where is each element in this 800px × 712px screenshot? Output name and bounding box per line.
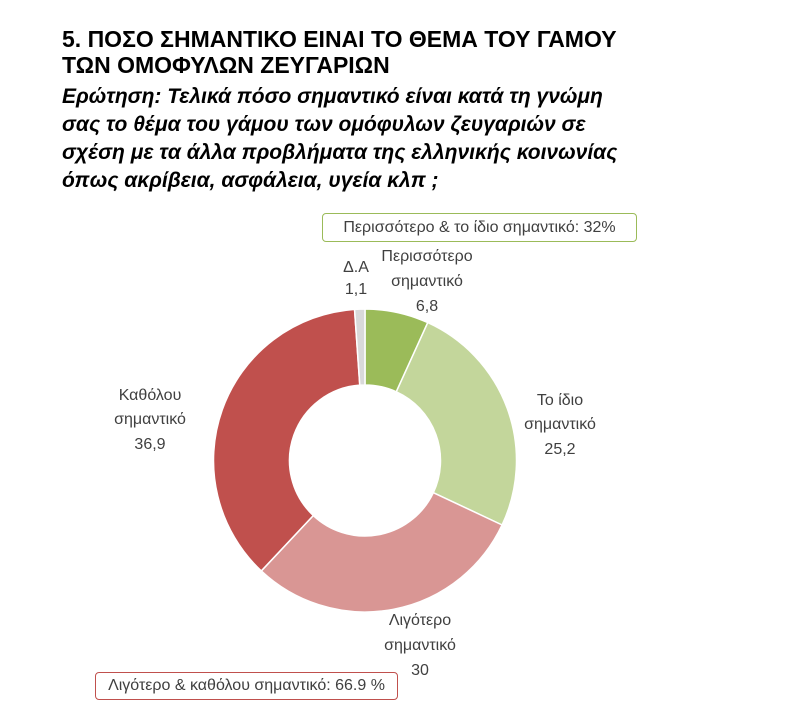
summary-box-more-or-same: Περισσότερο & το ίδιο σημαντικό: 32% xyxy=(322,213,637,242)
category-label-no-answer: Δ.Α xyxy=(343,259,369,276)
category-label-more-important: Περισσότερο σημαντικό xyxy=(381,247,473,290)
slice-label-less-important: Λιγότερο σημαντικό 30 xyxy=(366,608,474,683)
data-label-less-important: 30 xyxy=(411,661,429,679)
title-line: 5. ΠΟΣΟ ΣΗΜΑΝΤΙΚΟ ΕΙΝΑΙ ΤΟ ΘΕΜΑ ΤΟΥ ΓΑΜΟ… xyxy=(62,26,617,52)
slice-no-answer xyxy=(353,308,366,386)
summary-box-less-or-none: Λιγότερο & καθόλου σημαντικό: 66.9 % xyxy=(95,672,398,700)
data-label-not-important: 36,9 xyxy=(134,435,166,453)
summary-text: Περισσότερο & το ίδιο σημαντικό: 32% xyxy=(343,218,616,236)
question-line: σας το θέμα του γάμου των ομόφυλων ζευγα… xyxy=(62,113,586,136)
page-title: 5. ΠΟΣΟ ΣΗΜΑΝΤΙΚΟ ΕΙΝΑΙ ΤΟ ΘΕΜΑ ΤΟΥ ΓΑΜΟ… xyxy=(62,26,617,78)
category-label-less-important: Λιγότερο σημαντικό xyxy=(384,611,456,654)
slice-not-important xyxy=(212,308,361,572)
category-label-not-important: Καθόλου σημαντικό xyxy=(114,386,186,429)
question-line: όπως ακρίβεια, ασφάλεια, υγεία κλπ ; xyxy=(62,169,439,192)
question-text: Ερώτηση: Τελικά πόσο σημαντικό είναι κατ… xyxy=(62,83,617,195)
title-line: ΤΩΝ ΟΜΟΦΥΛΩΝ ΖΕΥΓΑΡΙΩΝ xyxy=(62,52,390,78)
data-label-same-importance: 25,2 xyxy=(544,440,576,458)
slice-label-not-important: Καθόλου σημαντικό 36,9 xyxy=(96,384,204,458)
slice-same-importance xyxy=(395,321,518,526)
slice-label-more-important: Περισσότερο σημαντικό 6,8 xyxy=(373,244,481,319)
question-line: σχέση με τα άλλα προβλήματα της ελληνική… xyxy=(62,141,618,164)
slice-less-important xyxy=(260,491,503,613)
category-label-same-importance: Το ίδιο σημαντικό xyxy=(524,391,596,434)
slice-label-same-importance: Το ίδιο σημαντικό 25,2 xyxy=(506,389,614,463)
summary-text: Λιγότερο & καθόλου σημαντικό: 66.9 % xyxy=(108,677,385,694)
donut-slices xyxy=(212,308,518,613)
data-label-more-important: 6,8 xyxy=(415,297,439,315)
question-line: Ερώτηση: Τελικά πόσο σημαντικό είναι κατ… xyxy=(62,85,603,108)
slice-label-no-answer: Δ.Α 1,1 xyxy=(302,257,410,301)
data-label-no-answer: 1,1 xyxy=(344,281,368,298)
